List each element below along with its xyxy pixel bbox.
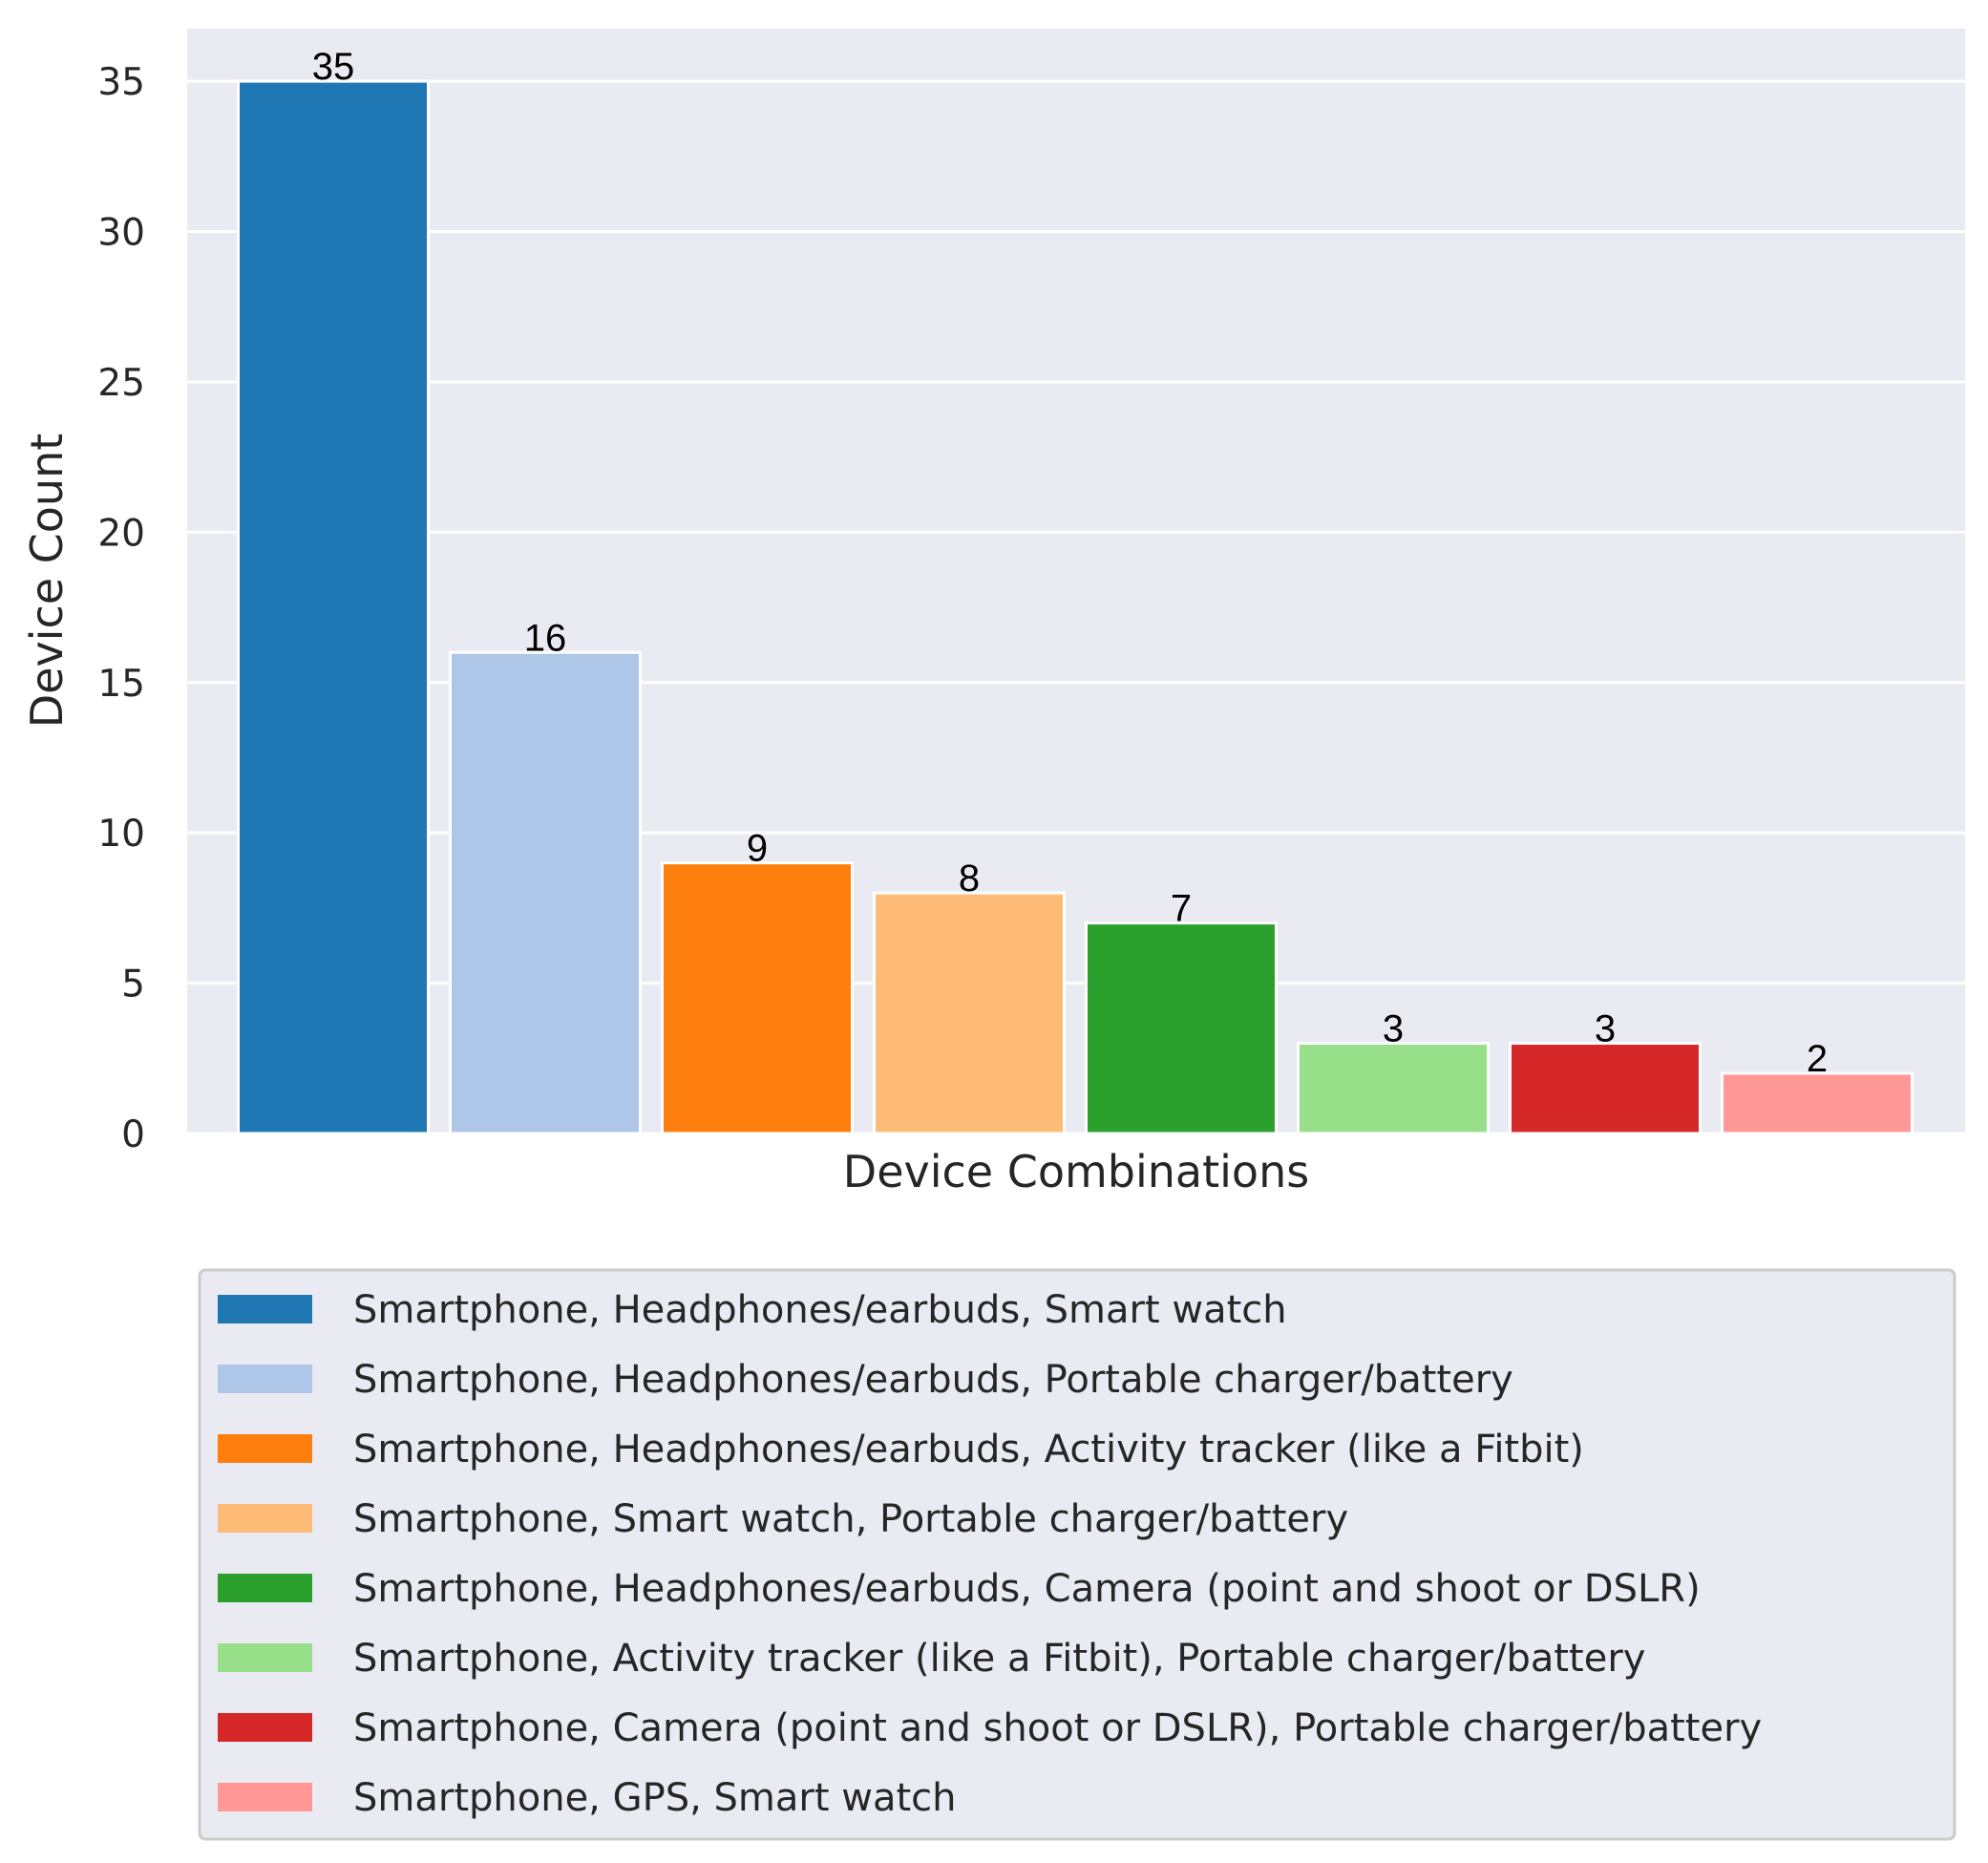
bar-value-label: 7 [1171,888,1192,930]
legend-label: Smartphone, Headphones/earbuds, Smart wa… [353,1288,1287,1332]
bar [661,861,854,1135]
bar-value-label: 2 [1807,1038,1828,1080]
legend-label: Smartphone, GPS, Smart watch [353,1776,957,1820]
bar [1509,1042,1702,1135]
legend-entries: Smartphone, Headphones/earbuds, Smart wa… [218,1288,1762,1820]
bar [449,650,642,1135]
bar-value-label: 3 [1595,1008,1616,1050]
legend-swatch [218,1783,312,1811]
data-labels: 35 16 9 8 7 3 3 2 [312,46,1828,1080]
legend-label: Smartphone, Activity tracker (like a Fit… [353,1637,1645,1681]
bar [237,79,430,1135]
legend-label: Smartphone, Camera (point and shoot or D… [353,1706,1762,1750]
legend-swatch [218,1504,312,1533]
bar-value-label: 35 [312,46,355,88]
y-tick-label: 10 [97,813,145,856]
legend-swatch [218,1574,312,1602]
y-tick-labels: 0 5 10 15 20 25 30 35 [97,61,145,1156]
legend-label: Smartphone, Headphones/earbuds, Portable… [353,1358,1513,1402]
bar [1085,921,1278,1135]
legend-swatch [218,1295,312,1323]
x-axis-label: Device Combinations [843,1146,1309,1197]
y-tick-label: 5 [121,963,145,1006]
y-axis-label: Device Count [21,434,73,729]
bar [1721,1071,1914,1135]
bar-value-label: 8 [959,857,980,900]
bar-value-label: 9 [747,828,768,870]
legend-label: Smartphone, Headphones/earbuds, Camera (… [353,1567,1701,1611]
bar [873,891,1066,1135]
legend-swatch [218,1713,312,1742]
legend-label: Smartphone, Smart watch, Portable charge… [353,1497,1348,1541]
y-tick-label: 20 [97,512,145,555]
legend-swatch [218,1643,312,1672]
y-tick-label: 15 [97,663,145,706]
legend-swatch [218,1434,312,1463]
y-tick-label: 0 [121,1113,145,1156]
legend-swatch [218,1365,312,1393]
bar-value-label: 3 [1383,1008,1404,1050]
legend-label: Smartphone, Headphones/earbuds, Activity… [353,1428,1584,1471]
bars [237,79,1914,1135]
bar-value-label: 16 [524,617,567,659]
legend: Smartphone, Headphones/earbuds, Smart wa… [198,1268,1956,1841]
y-tick-label: 30 [97,212,145,255]
y-tick-label: 35 [97,61,145,104]
y-tick-label: 25 [97,362,145,405]
bar [1297,1042,1490,1135]
legend-box [198,1268,1956,1841]
